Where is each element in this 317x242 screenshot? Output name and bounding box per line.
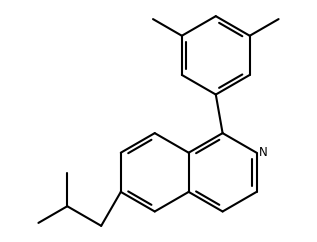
Text: N: N (259, 146, 268, 159)
